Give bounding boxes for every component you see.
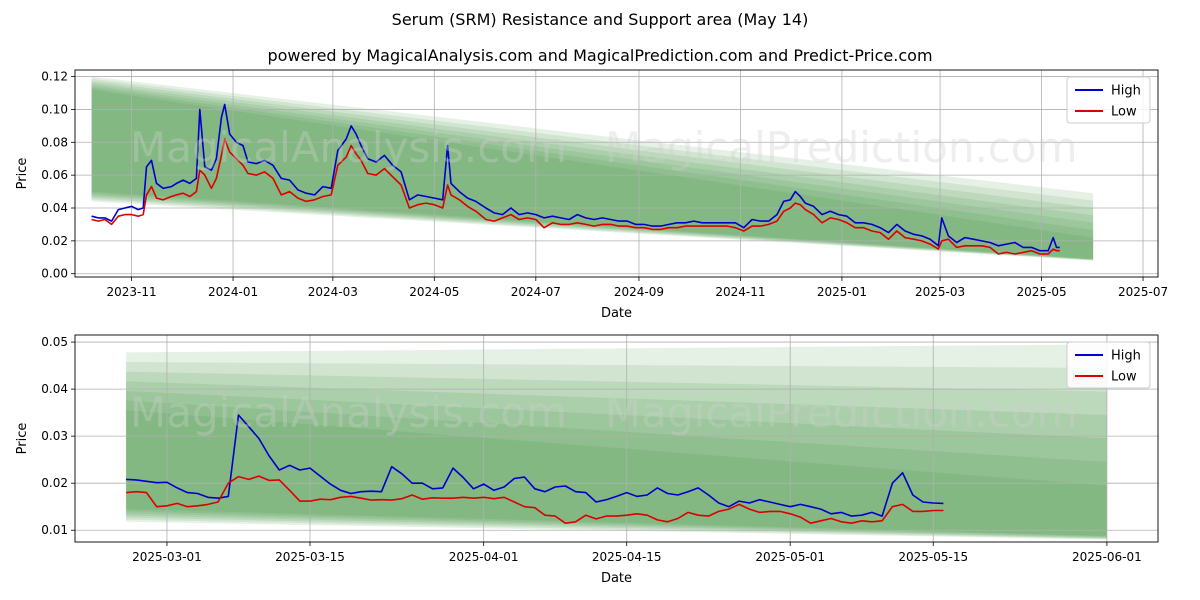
- x-axis-label: Date: [601, 306, 632, 321]
- x-tick-label: 2025-05-15: [898, 550, 968, 564]
- y-tick-label: 0.03: [41, 429, 68, 443]
- plot-area: [75, 335, 1158, 542]
- x-tick-label: 2025-04-15: [592, 550, 662, 564]
- series-line-low: [126, 475, 944, 525]
- x-tick-label: 2024-11: [715, 285, 765, 299]
- x-tick-label: 2024-09: [614, 285, 664, 299]
- watermark: MagicalAnalysis.com: [130, 123, 567, 172]
- band-layer: [126, 400, 1107, 537]
- plot-area: [75, 70, 1158, 277]
- band-layer: [126, 371, 1107, 539]
- chart-panel-1: 2023-11 2024-01 2024-03 2024-05 2024-07 2024-…: [15, 69, 1168, 321]
- legend-label: High: [1111, 84, 1141, 99]
- chart-panel-2: 2025-03-01 2025-03-15 2025-04-01 2025-04-15…: [15, 334, 1159, 586]
- x-tick-label: 2025-07: [1118, 285, 1168, 299]
- y-tick-label: 0.04: [41, 382, 68, 396]
- axes-frame: [74, 334, 1159, 543]
- y-tick-label: 0.02: [41, 476, 68, 490]
- y-tick-label: 0.08: [41, 135, 68, 149]
- x-tick-label: 2024-01: [208, 285, 258, 299]
- band-layer: [91, 89, 1094, 259]
- x-tick-label: 2025-06-01: [1072, 550, 1142, 564]
- x-tick-label: 2024-03: [308, 285, 358, 299]
- y-tick-label: 0.10: [41, 102, 68, 116]
- legend: High Low: [1066, 341, 1151, 389]
- legend-label: High: [1111, 349, 1141, 364]
- y-tick-label: 0.12: [41, 70, 68, 84]
- chart-title: Serum (SRM) Resistance and Support area …: [391, 10, 809, 29]
- legend-label: Low: [1111, 370, 1137, 385]
- chart-subtitle: powered by MagicalAnalysis.com and Magic…: [267, 46, 933, 65]
- watermark: MagicalPrediction.com: [605, 388, 1078, 437]
- y-tick-label: 0.02: [41, 234, 68, 248]
- y-tick-label: 0.00: [41, 267, 68, 281]
- x-tick-label: 2025-03-01: [132, 550, 202, 564]
- band-layer: [126, 362, 1107, 540]
- x-axis-label: Date: [601, 571, 632, 586]
- x-tick-label: 2025-05: [1016, 285, 1066, 299]
- x-tick-label: 2024-07: [511, 285, 561, 299]
- x-tick-label: 2025-04-01: [449, 550, 519, 564]
- y-tick-label: 0.04: [41, 201, 68, 215]
- x-tick-label: 2023-11: [106, 285, 156, 299]
- band-layer: [91, 87, 1094, 260]
- x-tick-label: 2025-03-15: [275, 550, 345, 564]
- axes-frame: [74, 69, 1159, 278]
- legend-label: Low: [1111, 105, 1137, 120]
- watermark: MagicalPrediction.com: [605, 123, 1078, 172]
- y-axis-label: Price: [15, 423, 30, 455]
- series-line-low: [91, 138, 1060, 255]
- legend: High Low: [1066, 76, 1151, 124]
- watermark: MagicalAnalysis.com: [130, 388, 567, 437]
- x-tick-label: 2024-05: [409, 285, 459, 299]
- x-tick-label: 2025-03: [915, 285, 965, 299]
- band-layer: [126, 381, 1107, 538]
- band-layer: [91, 76, 1094, 261]
- series-line-high: [126, 414, 944, 517]
- y-tick-label: 0.05: [41, 335, 68, 349]
- series-line-high: [91, 103, 1060, 252]
- y-tick-label: 0.01: [41, 523, 68, 537]
- y-tick-label: 0.06: [41, 168, 68, 182]
- y-axis-label: Price: [15, 158, 30, 190]
- x-tick-label: 2025-05-01: [755, 550, 825, 564]
- band-layer: [126, 410, 1107, 536]
- x-tick-label: 2025-01: [817, 285, 867, 299]
